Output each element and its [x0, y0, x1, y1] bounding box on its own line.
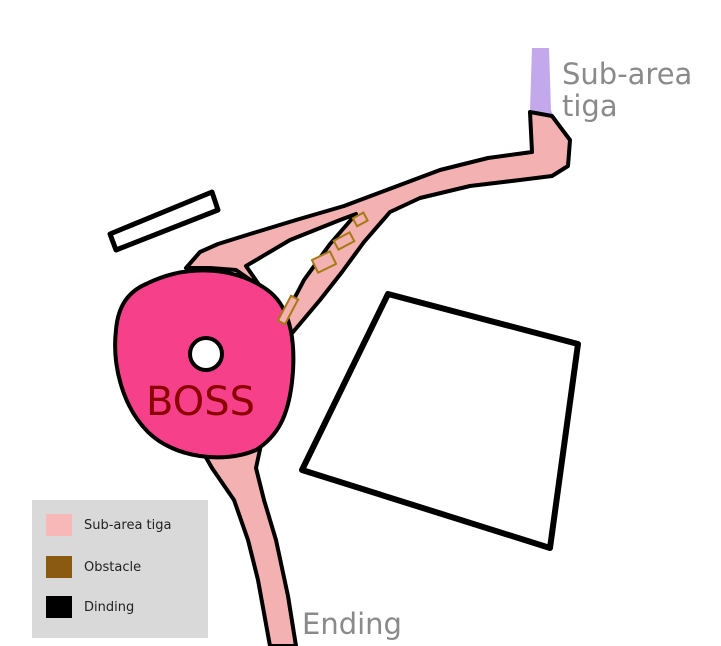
- sub-area-label-line1: Sub-area: [562, 57, 693, 91]
- obstacle: [276, 294, 300, 326]
- large-wall-block: [299, 291, 581, 551]
- black-swatch-icon: [46, 596, 72, 618]
- boss-label: BOSS: [146, 379, 256, 425]
- legend-item-obstacle: Obstacle: [46, 556, 141, 578]
- ending-label: Ending: [302, 607, 402, 641]
- brown-swatch-icon: [46, 556, 72, 578]
- sub-area-label: Sub-area tiga: [562, 58, 692, 123]
- obstacle: [310, 249, 338, 275]
- legend-item-sub-area: Sub-area tiga: [46, 514, 171, 536]
- legend-label: Dinding: [84, 599, 135, 615]
- legend: Sub-area tiga Obstacle Dinding: [32, 500, 208, 638]
- sub-area-label-line2: tiga: [562, 89, 618, 124]
- legend-label: Obstacle: [84, 559, 142, 575]
- obstacle: [332, 231, 356, 251]
- wall-block: [107, 189, 221, 253]
- legend-item-dinding: Dinding: [46, 596, 134, 618]
- boss-room-hole: [188, 336, 224, 372]
- obstacle: [351, 211, 369, 228]
- pink-swatch-icon: [46, 514, 72, 536]
- legend-label: Sub-area tiga: [84, 517, 172, 533]
- ending-path: [194, 438, 298, 646]
